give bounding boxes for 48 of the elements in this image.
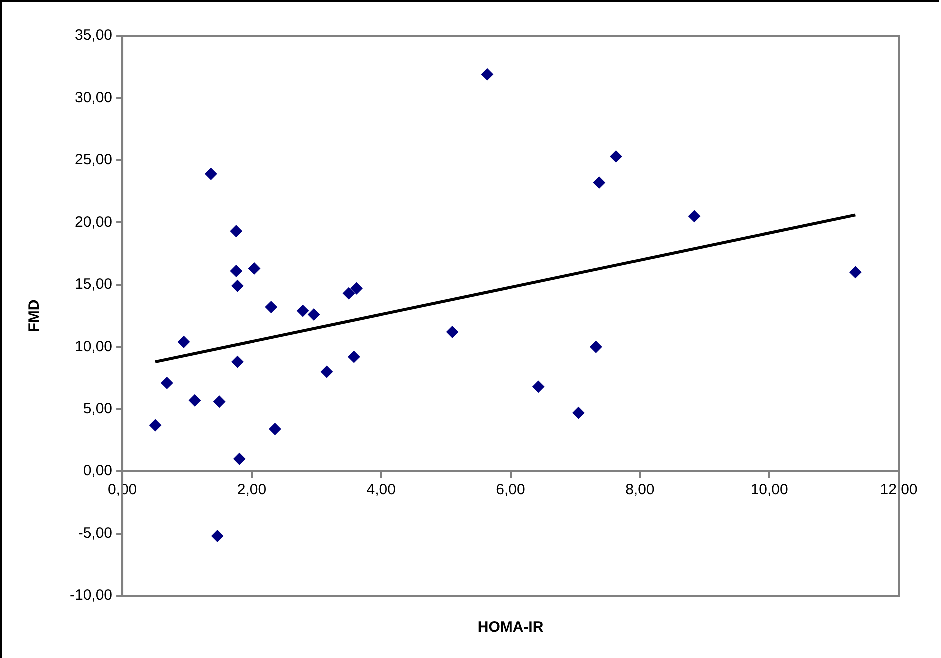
x-tick-label: 6,00 — [496, 482, 526, 499]
point — [572, 407, 585, 420]
point — [593, 176, 606, 189]
y-tick-label: 30,00 — [74, 89, 113, 106]
y-tick-label: 25,00 — [74, 152, 113, 169]
x-tick-label: 4,00 — [366, 482, 396, 499]
point — [178, 336, 190, 348]
point — [205, 168, 218, 180]
y-tick-label: 0,00 — [83, 462, 113, 480]
x-tick-label: 2,00 — [237, 482, 267, 499]
y-tick-label: 15,00 — [74, 276, 113, 294]
point — [850, 266, 862, 278]
x-tick-label: 10,00 — [750, 482, 788, 499]
point — [343, 288, 355, 300]
point — [234, 453, 246, 466]
point — [150, 420, 162, 432]
point — [321, 366, 333, 378]
point — [350, 282, 363, 295]
point — [230, 265, 242, 278]
point — [590, 341, 602, 354]
point — [481, 68, 494, 81]
point — [232, 356, 244, 368]
point — [265, 301, 278, 314]
y-tick-label: 5,00 — [83, 400, 113, 418]
point — [189, 394, 201, 407]
point — [212, 530, 224, 542]
y-tick-label: -5,00 — [78, 524, 113, 542]
y-axis-title: FMD — [26, 300, 44, 332]
point — [297, 305, 310, 318]
point — [230, 225, 242, 238]
point — [214, 396, 226, 408]
point — [532, 380, 545, 393]
point — [161, 377, 174, 390]
x-tick-label: 12,00 — [880, 482, 918, 499]
point — [688, 210, 701, 222]
point — [308, 308, 320, 321]
point — [348, 351, 360, 364]
point — [446, 326, 459, 338]
y-tick-label: 20,00 — [74, 214, 113, 231]
point — [269, 423, 282, 436]
y-tick-label: -10,00 — [70, 587, 113, 604]
point — [248, 262, 261, 275]
point — [610, 150, 622, 163]
point — [232, 280, 244, 292]
y-tick-label: 35,00 — [74, 27, 113, 44]
x-axis-title: HOMA-IR — [478, 619, 544, 636]
x-tick-label: 8,00 — [626, 482, 655, 499]
y-tick-label: 10,00 — [74, 338, 113, 356]
